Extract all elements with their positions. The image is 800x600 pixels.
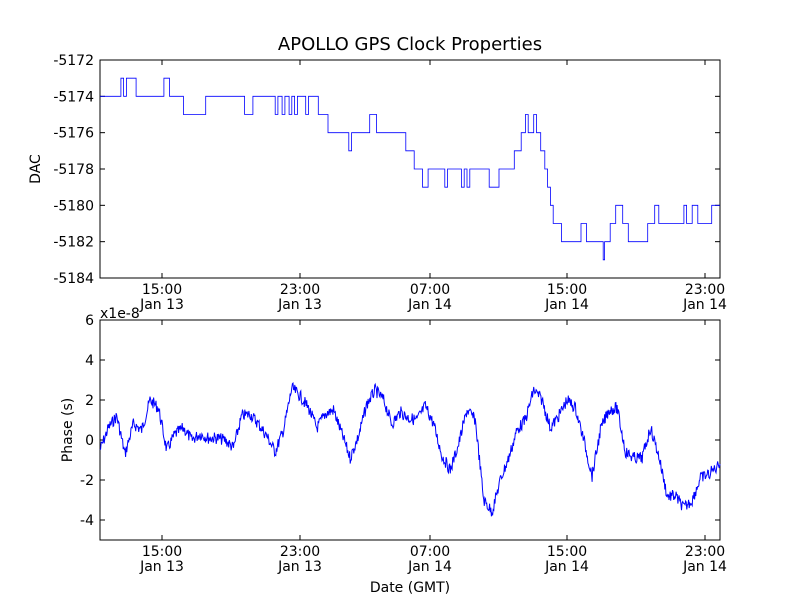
x-tick-label-date: Jan 14	[407, 559, 452, 575]
series-line	[99, 381, 721, 517]
phase-y-ticks: -4 -2 0 2 4 6	[80, 313, 720, 529]
x-tick-label-date: Jan 14	[544, 559, 589, 575]
x-tick-label-date: Jan 13	[277, 559, 322, 575]
x-tick-label-date: Jan 14	[544, 297, 589, 313]
x-tick-label-date: Jan 13	[139, 297, 184, 313]
x-tick-label-date: Jan 14	[682, 559, 727, 575]
y-tick-label: -5178	[53, 162, 94, 178]
series-line	[100, 77, 720, 261]
y-tick-label: -5180	[53, 198, 94, 214]
y-tick-label: -5174	[53, 89, 94, 105]
x-tick-label-time: 15:00	[547, 544, 587, 560]
phase-series	[99, 381, 721, 517]
x-tick-label-time: 15:00	[142, 282, 182, 298]
dac-y-ticks: -5184 -5182 -5180 -5178 -5176 -5174 -5172	[53, 53, 720, 287]
y-tick-label: 2	[85, 393, 94, 409]
phase-plot-frame	[99, 319, 721, 541]
y-tick-label: -5182	[53, 235, 94, 251]
chart-title: APOLLO GPS Clock Properties	[278, 34, 542, 55]
y-tick-label: -4	[80, 513, 94, 529]
x-tick-label-time: 23:00	[280, 544, 320, 560]
x-tick-label-date: Jan 14	[407, 297, 452, 313]
x-tick-label-time: 15:00	[547, 282, 587, 298]
x-tick-label-time: 15:00	[142, 544, 182, 560]
y-tick-label: -5172	[53, 53, 94, 69]
x-tick-label-time: 23:00	[685, 544, 725, 560]
x-tick-label-date: Jan 13	[277, 297, 322, 313]
y-tick-label: -5184	[53, 271, 94, 287]
x-tick-label-time: 23:00	[280, 282, 320, 298]
x-tick-label-time: 07:00	[410, 544, 450, 560]
dac-series	[100, 77, 720, 261]
x-tick-label-time: 07:00	[410, 282, 450, 298]
x-tick-label-date: Jan 13	[139, 559, 184, 575]
y-tick-label: 4	[85, 353, 94, 369]
dac-panel: DAC -5184-5182-5180-5178-5176-5174-5172 …	[28, 53, 727, 313]
x-tick-label-time: 23:00	[685, 282, 725, 298]
phase-offset-label: x1e-8	[100, 306, 140, 322]
phase-y-axis-label: Phase (s)	[60, 398, 76, 462]
x-tick-label-date: Jan 14	[682, 297, 727, 313]
dac-y-axis-label: DAC	[28, 154, 44, 184]
y-tick-label: 0	[85, 433, 94, 449]
y-tick-label: -2	[80, 473, 94, 489]
y-tick-label: -5176	[53, 126, 94, 142]
y-tick-label: 6	[85, 313, 94, 329]
x-axis-label: Date (GMT)	[370, 580, 450, 596]
